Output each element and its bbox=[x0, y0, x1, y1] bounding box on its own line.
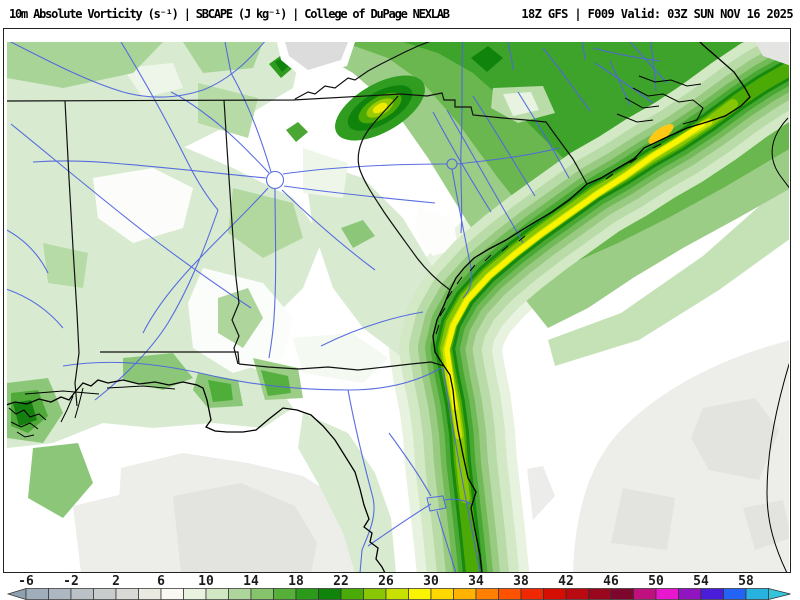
legend-right-arrow bbox=[768, 588, 791, 600]
legend-color-cell bbox=[678, 588, 702, 600]
legend-color-cell bbox=[475, 588, 499, 600]
legend-color-cell bbox=[115, 588, 139, 600]
legend-svg: -6 -2 2 6 10 14 18 22 26 30 34 38 42 46 50 54 58 bbox=[6, 574, 791, 600]
legend-color-cell bbox=[565, 588, 589, 600]
legend-color-cell bbox=[655, 588, 679, 600]
legend-tick-label: 38 bbox=[513, 574, 529, 589]
ocean-gray-fill bbox=[73, 340, 789, 573]
map-canvas bbox=[3, 28, 791, 573]
inland-vorticity-max bbox=[335, 75, 425, 141]
legend-color-cell bbox=[318, 588, 342, 600]
legend-left-arrow bbox=[6, 588, 27, 600]
model-run-valid-time: 18Z GFS | F009 Valid: 03Z SUN NOV 16 202… bbox=[521, 7, 793, 21]
legend-tick-label: -2 bbox=[63, 574, 79, 589]
legend-tick-label: 54 bbox=[693, 574, 709, 589]
legend-color-cell bbox=[745, 588, 769, 600]
legend-color-cell bbox=[363, 588, 387, 600]
legend-color-cell bbox=[633, 588, 657, 600]
legend-color-cell bbox=[228, 588, 252, 600]
legend-color-cell bbox=[610, 588, 634, 600]
legend-color-cell bbox=[138, 588, 162, 600]
domain-edge-and-gray-patches bbox=[277, 42, 789, 78]
legend-color-cell bbox=[700, 588, 724, 600]
legend-tick-label: 34 bbox=[468, 574, 484, 589]
legend-color-cell bbox=[588, 588, 612, 600]
product-title: 10m Absolute Vorticity (s⁻¹) | SBCAPE (J… bbox=[9, 7, 450, 21]
legend-color-cell bbox=[498, 588, 522, 600]
legend-color-cell bbox=[183, 588, 207, 600]
legend-color-cell bbox=[430, 588, 454, 600]
legend-tick-label: 42 bbox=[558, 574, 574, 589]
map-frame bbox=[3, 28, 791, 573]
legend-tick-label: 2 bbox=[112, 574, 120, 589]
legend-color-cell bbox=[520, 588, 544, 600]
legend-color-cell bbox=[408, 588, 432, 600]
coastline bbox=[7, 42, 789, 573]
legend-color-cell bbox=[160, 588, 184, 600]
legend-color-cell bbox=[250, 588, 274, 600]
legend-tick-label: -6 bbox=[18, 574, 34, 589]
legend-color-cell bbox=[340, 588, 364, 600]
rivers-roads bbox=[7, 42, 668, 573]
legend-color-cell bbox=[205, 588, 229, 600]
legend-tick-label: 6 bbox=[157, 574, 165, 589]
legend-color-cell bbox=[295, 588, 319, 600]
title-bar: 10m Absolute Vorticity (s⁻¹) | SBCAPE (J… bbox=[0, 0, 800, 28]
state-borders bbox=[7, 42, 588, 407]
orange-max-spot bbox=[648, 124, 674, 144]
legend-color-cell bbox=[93, 588, 117, 600]
legend-color-cell bbox=[273, 588, 297, 600]
legend-tick-label: 14 bbox=[243, 574, 259, 589]
legend-tick-label: 22 bbox=[333, 574, 349, 589]
legend-color-cell bbox=[25, 588, 49, 600]
legend-tick-label: 26 bbox=[378, 574, 394, 589]
legend-color-cell bbox=[453, 588, 477, 600]
legend-color-cell bbox=[543, 588, 567, 600]
legend-tick-label: 30 bbox=[423, 574, 439, 589]
legend-tick-label: 46 bbox=[603, 574, 619, 589]
legend-tick-label: 18 bbox=[288, 574, 304, 589]
colorbar-legend: -6 -2 2 6 10 14 18 22 26 30 34 38 42 46 50 54 58 bbox=[0, 573, 800, 600]
legend-color-cell bbox=[723, 588, 747, 600]
legend-color-cell bbox=[70, 588, 94, 600]
legend-color-cell bbox=[48, 588, 72, 600]
coastal-vorticity-band bbox=[399, 42, 789, 573]
legend-color-cell bbox=[385, 588, 409, 600]
map-svg bbox=[3, 28, 791, 573]
legend-tick-label: 10 bbox=[198, 574, 214, 589]
legend-tick-label: 50 bbox=[648, 574, 664, 589]
legend-tick-label: 58 bbox=[738, 574, 754, 589]
